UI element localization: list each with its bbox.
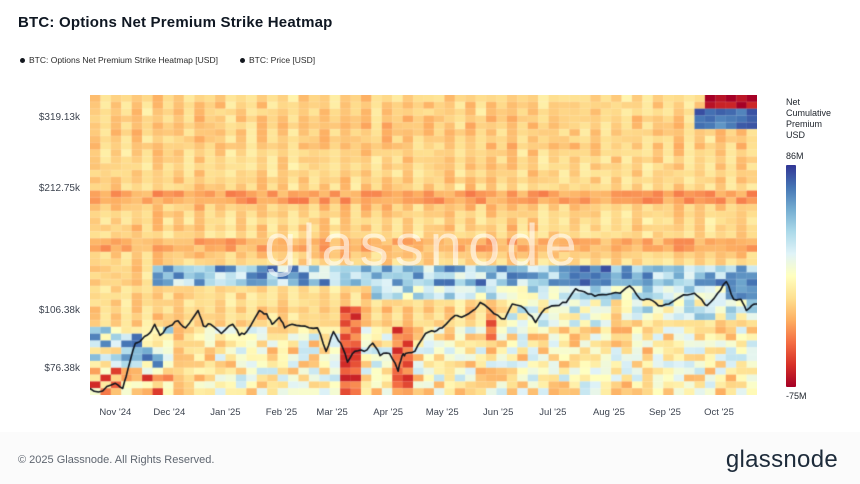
colorbar-panel: Net Cumulative Premium USD 86M -75M xyxy=(786,97,856,401)
x-tick-label: Sep '25 xyxy=(648,407,681,418)
colorbar-title: Net Cumulative Premium USD xyxy=(786,97,856,141)
y-tick-label: $106.38k xyxy=(38,304,80,316)
x-tick-label: Dec '24 xyxy=(153,407,186,418)
legend-item-heatmap[interactable]: BTC: Options Net Premium Strike Heatmap … xyxy=(20,55,218,65)
footer: © 2025 Glassnode. All Rights Reserved. g… xyxy=(0,432,860,484)
x-tick-label: Nov '24 xyxy=(99,407,132,418)
colorbar-title-line: Cumulative xyxy=(786,108,832,118)
x-tick-label: Apr '25 xyxy=(373,407,404,418)
colorbar-gradient xyxy=(786,165,796,387)
page-title: BTC: Options Net Premium Strike Heatmap xyxy=(18,14,333,31)
x-tick-label: Aug '25 xyxy=(592,407,625,418)
legend: BTC: Options Net Premium Strike Heatmap … xyxy=(20,55,315,65)
y-tick-label: $76.38k xyxy=(44,363,80,375)
colorbar-title-line: Premium xyxy=(786,119,823,129)
heatmap-canvas[interactable] xyxy=(90,95,757,395)
x-tick-label: Jan '25 xyxy=(210,407,241,418)
legend-dot-icon xyxy=(20,57,25,63)
y-tick-label: $319.13k xyxy=(38,112,80,124)
legend-dot-icon xyxy=(239,57,245,63)
legend-label-heatmap: BTC: Options Net Premium Strike Heatmap … xyxy=(29,55,218,65)
y-tick-label: $212.75k xyxy=(38,183,80,195)
chart-region: glassnode $76.38k $106.38k $212.75k $319.13… xyxy=(0,85,860,420)
legend-label-price: BTC: Price [USD] xyxy=(248,55,316,65)
copyright-text: © 2025 Glassnode. All Rights Reserved. xyxy=(18,454,215,466)
colorbar-max-label: 86M xyxy=(786,151,804,161)
colorbar-title-line: Net xyxy=(786,97,801,107)
x-tick-label: Oct '25 xyxy=(704,407,734,418)
colorbar-min-label: -75M xyxy=(786,391,807,401)
x-tick-label: May '25 xyxy=(425,407,459,418)
legend-item-price[interactable]: BTC: Price [USD] xyxy=(239,55,316,65)
x-tick-label: Mar '25 xyxy=(316,407,348,418)
glassnode-logo: glassnode xyxy=(725,446,838,473)
x-tick-label: Jun '25 xyxy=(483,407,514,418)
x-tick-label: Feb '25 xyxy=(265,407,298,418)
colorbar-title-line: USD xyxy=(786,130,806,140)
x-tick-label: Jul '25 xyxy=(539,407,567,418)
